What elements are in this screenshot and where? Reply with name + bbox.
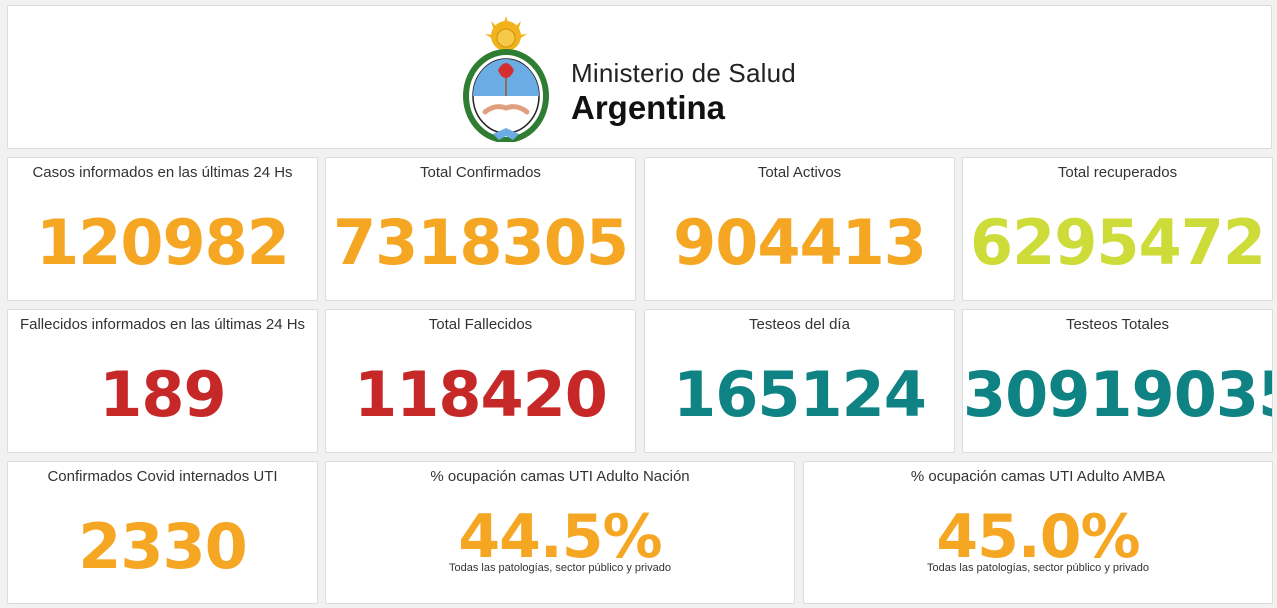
country-name: Argentina (571, 89, 726, 126)
card-title: Fallecidos informados en las últimas 24 … (19, 316, 306, 333)
card-title: Total recuperados (1057, 164, 1178, 181)
card-tests-day: Testeos del día 165124 (644, 309, 955, 453)
card-total-recovered: Total recuperados 6295472 (962, 157, 1273, 301)
card-title: Testeos del día (749, 316, 850, 333)
card-cases-24h: Casos informados en las últimas 24 Hs 12… (7, 157, 318, 301)
card-tests-total: Testeos Totales 30919035 (962, 309, 1273, 453)
card-title: % ocupación camas UTI Adulto Nación (430, 468, 690, 485)
card-value: 44.5% (458, 502, 662, 572)
card-title: Total Fallecidos (428, 316, 533, 333)
card-total-deaths: Total Fallecidos 118420 (325, 309, 636, 453)
card-value: 165124 (673, 358, 927, 431)
card-value: 118420 (354, 358, 608, 431)
card-icu-occupancy-nation: % ocupación camas UTI Adulto Nación 44.5… (325, 461, 795, 604)
card-icu-occupancy-amba: % ocupación camas UTI Adulto AMBA 45.0% … (803, 461, 1273, 604)
card-note: Todas las patologías, sector público y p… (449, 562, 671, 574)
card-deaths-24h: Fallecidos informados en las últimas 24 … (7, 309, 318, 453)
brand: Ministerio de Salud Argentina (463, 16, 823, 143)
card-value: 45.0% (936, 502, 1140, 572)
card-title: % ocupación camas UTI Adulto AMBA (910, 468, 1166, 485)
card-total-active: Total Activos 904413 (644, 157, 955, 301)
card-value: 6295472 (970, 206, 1266, 279)
card-value: 120982 (36, 206, 290, 279)
card-total-confirmed: Total Confirmados 7318305 (325, 157, 636, 301)
card-value: 189 (99, 358, 226, 431)
card-value: 904413 (673, 206, 927, 279)
card-title: Confirmados Covid internados UTI (47, 468, 278, 485)
card-icu-confirmed: Confirmados Covid internados UTI 2330 (7, 461, 318, 604)
header-banner: Ministerio de Salud Argentina (7, 5, 1272, 149)
card-title: Testeos Totales (1065, 316, 1170, 333)
card-note: Todas las patologías, sector público y p… (927, 562, 1149, 574)
card-value: 7318305 (333, 206, 629, 279)
ministry-name: Ministerio de Salud (571, 58, 796, 88)
card-value: 2330 (78, 510, 248, 583)
card-title: Casos informados en las últimas 24 Hs (32, 164, 293, 181)
argentina-coat-of-arms-icon (463, 16, 549, 143)
card-title: Total Activos (757, 164, 842, 181)
card-title: Total Confirmados (420, 164, 541, 181)
card-value: 30919035 (963, 358, 1273, 431)
